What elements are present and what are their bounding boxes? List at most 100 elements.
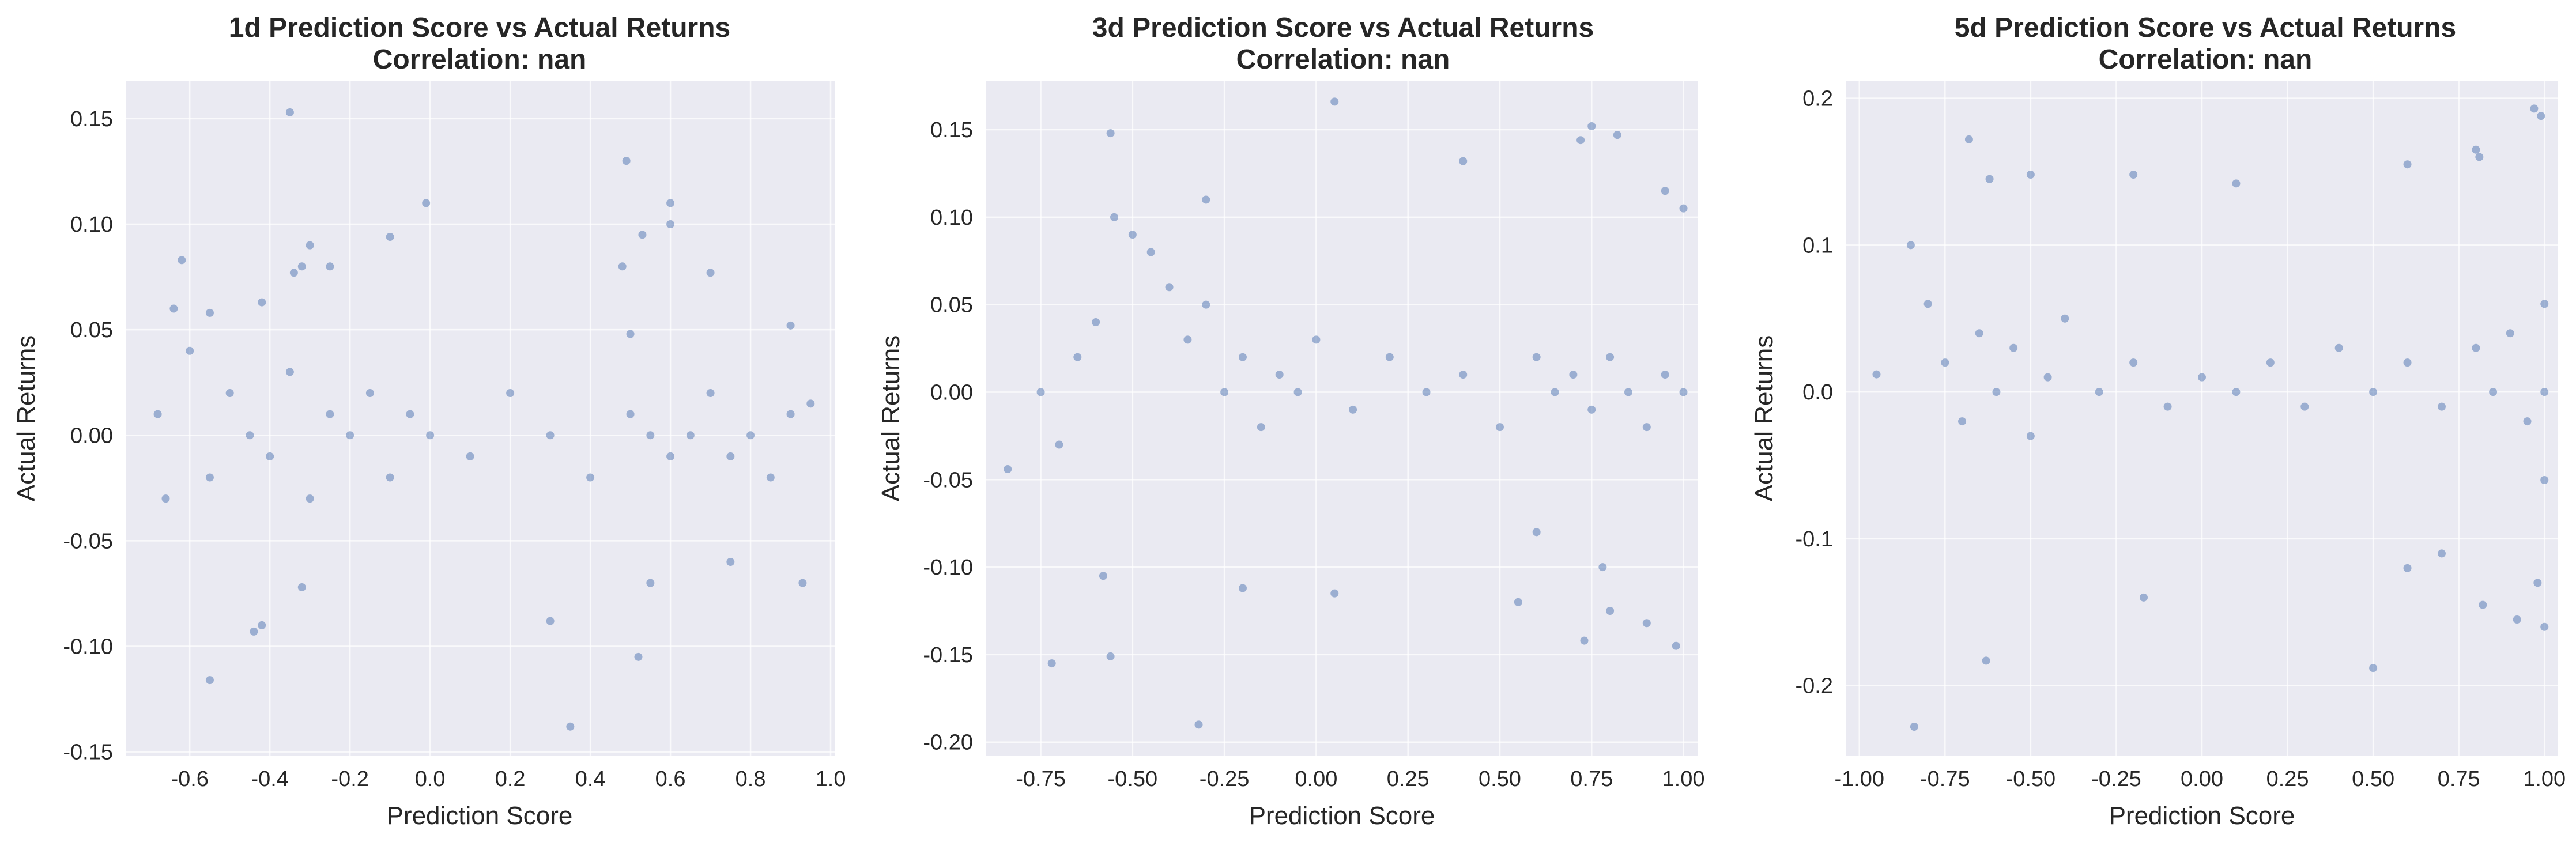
scatter-point	[1330, 97, 1339, 106]
scatter-point	[546, 431, 555, 440]
scatter-point	[1312, 335, 1321, 344]
scatter-point	[2479, 600, 2487, 609]
y-tick-label: 0.00	[930, 380, 973, 405]
chart-title-1d: 1d Prediction Score vs Actual Returns	[229, 13, 730, 43]
scatter-point	[1073, 353, 1082, 361]
x-tick-label: 0.50	[1479, 767, 1521, 791]
scatter-point	[1964, 135, 1973, 143]
scatter-point	[426, 431, 435, 440]
scatter-point	[2540, 300, 2549, 308]
scatter-point	[638, 231, 647, 239]
y-tick-label: 0.1	[1802, 233, 1833, 258]
scatter-point	[2403, 358, 2412, 367]
scatter-point	[1194, 720, 1203, 729]
scatter-point	[1514, 598, 1522, 606]
y-tick-label: 0.00	[70, 424, 113, 448]
x-axis-label-5d: Prediction Score	[2109, 802, 2295, 830]
scatter-point	[225, 389, 234, 398]
scatter-point	[2437, 549, 2446, 558]
scatter-point	[1941, 358, 1949, 367]
scatter-point	[1587, 122, 1596, 130]
y-tick-label: -0.2	[1796, 674, 1833, 698]
scatter-point	[666, 452, 675, 460]
scatter-point	[178, 256, 186, 265]
scatter-point	[2533, 579, 2542, 587]
scatter-point	[2095, 388, 2103, 396]
y-ticks-1d: -0.15 -0.10 -0.05 0.00 0.05 0.10 0.15	[63, 107, 113, 765]
scatter-point	[746, 431, 755, 440]
scatter-point	[289, 269, 298, 277]
scatter-point	[161, 494, 170, 503]
chart-panel-5d: 5d Prediction Score vs Actual Returns Co…	[1750, 13, 2566, 830]
x-tick-label: 1.0	[816, 767, 846, 791]
x-tick-label: -0.25	[2091, 767, 2141, 791]
scatter-point	[618, 262, 627, 271]
scatter-point	[1982, 656, 1990, 665]
y-tick-label: 0.10	[930, 206, 973, 230]
y-tick-label: 0.15	[70, 107, 113, 131]
x-tick-label: -0.6	[171, 767, 208, 791]
scatter-point	[1055, 440, 1063, 449]
scatter-point	[2403, 564, 2412, 572]
scatter-point	[2232, 179, 2241, 188]
scatter-point	[2489, 388, 2498, 396]
scatter-point	[1459, 371, 1468, 379]
scatter-point	[1992, 388, 2001, 396]
y-tick-label: -0.20	[923, 731, 973, 755]
scatter-point	[1275, 371, 1284, 379]
scatter-point	[1872, 370, 1881, 379]
x-tick-label: 0.4	[575, 767, 606, 791]
x-tick-label: 0.25	[2266, 767, 2309, 791]
scatter-point	[1985, 175, 1994, 183]
grid-3d	[986, 81, 1698, 756]
scatter-point	[1238, 353, 1247, 361]
scatter-point	[1606, 353, 1615, 361]
scatter-point	[2043, 373, 2052, 382]
plot-area-3d	[986, 81, 1698, 756]
scatter-point	[646, 431, 655, 440]
y-tick-label: -0.1	[1796, 527, 1833, 552]
scatter-point	[2334, 343, 2343, 352]
scatter-point	[1580, 636, 1589, 645]
y-ticks-5d: -0.2 -0.1 0.0 0.1 0.2	[1796, 87, 1833, 698]
scatter-point	[2129, 171, 2138, 179]
scatter-point	[1910, 723, 1918, 731]
scatter-point	[169, 304, 178, 313]
scatter-point	[2369, 664, 2378, 673]
x-tick-label: -0.25	[1200, 767, 1250, 791]
chart-title-5d: 5d Prediction Score vs Actual Returns	[1955, 13, 2456, 43]
chart-panel-3d: 3d Prediction Score vs Actual Returns Co…	[877, 13, 1704, 830]
scatter-point	[258, 298, 266, 307]
scatter-point	[726, 452, 735, 460]
y-tick-label: 0.05	[930, 293, 973, 318]
scatter-point	[1128, 231, 1137, 239]
y-axis-label-3d: Actual Returns	[877, 335, 905, 502]
scatter-point	[1679, 388, 1688, 396]
scatter-point	[2369, 388, 2378, 396]
y-axis-label-5d: Actual Returns	[1750, 335, 1778, 502]
scatter-point	[1958, 417, 1967, 426]
scatter-point	[1672, 641, 1680, 650]
scatter-point	[2472, 343, 2480, 352]
scatter-point	[2523, 417, 2532, 426]
points-5d	[1872, 104, 2549, 731]
scatter-point	[2537, 112, 2545, 120]
scatter-point	[365, 389, 374, 398]
scatter-point	[406, 410, 414, 418]
y-tick-label: 0.10	[70, 213, 113, 237]
y-tick-label: 0.0	[1802, 380, 1833, 405]
x-tick-label: 0.00	[1295, 767, 1337, 791]
scatter-point	[1923, 300, 1932, 308]
y-tick-label: -0.05	[923, 468, 973, 492]
scatter-point	[1106, 129, 1115, 138]
scatter-point	[386, 233, 394, 241]
scatter-point	[2540, 476, 2549, 485]
scatter-point	[1576, 136, 1585, 145]
scatter-point	[1661, 371, 1669, 379]
scatter-point	[1679, 204, 1688, 213]
scatter-point	[2472, 145, 2480, 154]
x-axis-label-1d: Prediction Score	[387, 802, 573, 830]
x-tick-label: -0.50	[2006, 767, 2056, 791]
scatter-point	[326, 262, 334, 271]
scatter-point	[346, 431, 354, 440]
